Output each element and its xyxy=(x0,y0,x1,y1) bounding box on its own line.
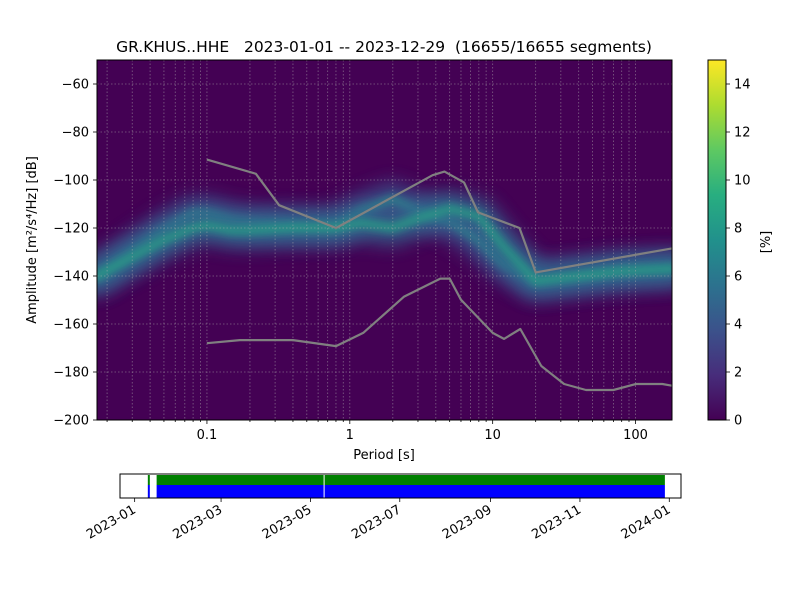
coverage-bar-bottom xyxy=(156,485,665,498)
timeline-tick-label: 2023-11 xyxy=(529,502,584,542)
colorbar-tick-label: 4 xyxy=(734,318,742,333)
x-axis: 0.1 1 10 100 xyxy=(106,420,648,443)
noise-model-curves xyxy=(206,158,672,392)
y-axis: −60 −80 −100 −120 −140 −160 −180 −200 xyxy=(53,78,97,429)
y-tick-label: −60 xyxy=(62,78,89,93)
timeline-date-ticks: 2023-01 2023-03 2023-05 2023-07 2023-09 2023-… xyxy=(84,498,673,543)
colorbar-tick-label: 14 xyxy=(734,78,751,93)
x-tick-label: 100 xyxy=(623,428,648,443)
psd-heatmap xyxy=(96,59,673,421)
timeline-tick-label: 2023-05 xyxy=(260,502,315,542)
y-tick-label: −180 xyxy=(53,366,89,381)
timeline-tick-label: 2024-01 xyxy=(619,502,674,542)
timeline-tick-label: 2023-03 xyxy=(171,502,226,542)
y-tick-label: −80 xyxy=(62,126,89,141)
colorbar-ticks: 0 2 4 6 8 10 12 14 xyxy=(726,78,751,429)
timeline-tick-label: 2023-09 xyxy=(440,502,495,542)
colorbar-gradient xyxy=(707,59,727,421)
axes-frame xyxy=(96,59,673,421)
coverage-gap xyxy=(323,475,325,498)
coverage-bar-bottom xyxy=(147,485,150,498)
data-coverage-timeline: 2023-01 2023-03 2023-05 2023-07 2023-09 2023-… xyxy=(84,473,682,543)
colorbar-tick-label: 2 xyxy=(734,366,742,381)
y-tick-label: −140 xyxy=(53,270,89,285)
y-tick-label: −100 xyxy=(53,174,89,189)
colorbar-tick-label: 8 xyxy=(734,222,742,237)
colorbar-tick-label: 6 xyxy=(734,270,742,285)
colorbar-tick-label: 10 xyxy=(734,174,751,189)
y-tick-label: −120 xyxy=(53,222,89,237)
colorbar: 0 2 4 6 8 10 12 14 [%] xyxy=(707,59,774,429)
grid-lines xyxy=(97,60,672,420)
x-tick-label: 10 xyxy=(484,428,501,443)
x-tick-label: 0.1 xyxy=(197,428,218,443)
y-axis-label: Amplitude [m²/s⁴/Hz] [dB] xyxy=(25,156,40,324)
coverage-bar-top xyxy=(156,475,665,485)
x-tick-label: 1 xyxy=(346,428,354,443)
noise-model-line xyxy=(206,158,672,274)
colorbar-tick-label: 0 xyxy=(734,414,742,429)
timeline-tick-label: 2023-07 xyxy=(349,502,404,542)
noise-model-line xyxy=(206,277,672,392)
colorbar-label: [%] xyxy=(759,231,774,254)
y-tick-label: −200 xyxy=(53,414,89,429)
x-axis-label: Period [s] xyxy=(353,448,415,463)
coverage-bar-top xyxy=(147,475,150,485)
colorbar-tick-label: 12 xyxy=(734,126,751,141)
y-tick-label: −160 xyxy=(53,318,89,333)
coverage-bars xyxy=(147,475,665,498)
chart-title: GR.KHUS..HHE 2023-01-01 -- 2023-12-29 (1… xyxy=(116,38,652,56)
timeline-tick-label: 2023-01 xyxy=(84,502,139,542)
